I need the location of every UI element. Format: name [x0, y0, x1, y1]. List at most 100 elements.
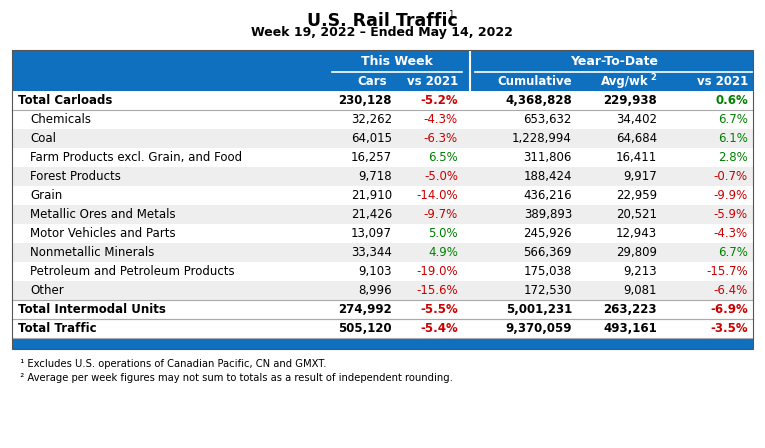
Text: -6.4%: -6.4% — [714, 284, 748, 297]
Text: Forest Products: Forest Products — [30, 170, 121, 183]
Bar — [12, 300, 753, 319]
Text: Other: Other — [30, 284, 63, 297]
Text: 230,128: 230,128 — [338, 94, 392, 107]
Bar — [12, 224, 753, 243]
Text: -3.5%: -3.5% — [711, 322, 748, 335]
Text: Total Carloads: Total Carloads — [18, 94, 112, 107]
Text: 34,402: 34,402 — [616, 113, 657, 126]
Text: Avg/wk: Avg/wk — [601, 75, 649, 88]
Text: 2: 2 — [650, 73, 656, 82]
Bar — [12, 91, 753, 110]
Text: 274,992: 274,992 — [338, 303, 392, 316]
Text: -9.7%: -9.7% — [424, 208, 458, 221]
Text: 4,368,828: 4,368,828 — [505, 94, 572, 107]
Text: 6.7%: 6.7% — [718, 113, 748, 126]
Text: vs 2021: vs 2021 — [407, 75, 458, 88]
Text: 16,411: 16,411 — [616, 151, 657, 164]
Text: -4.3%: -4.3% — [424, 113, 458, 126]
Text: 21,426: 21,426 — [350, 208, 392, 221]
Text: 4.9%: 4.9% — [428, 246, 458, 259]
Text: vs 2021: vs 2021 — [697, 75, 748, 88]
Text: 9,370,059: 9,370,059 — [506, 322, 572, 335]
Text: -0.7%: -0.7% — [714, 170, 748, 183]
Text: 9,103: 9,103 — [359, 265, 392, 278]
Bar — [12, 50, 753, 349]
Text: 9,718: 9,718 — [358, 170, 392, 183]
Bar — [12, 338, 753, 349]
Text: 64,015: 64,015 — [351, 132, 392, 145]
Text: $^1$: $^1$ — [448, 10, 455, 23]
Text: -19.0%: -19.0% — [416, 265, 458, 278]
Text: 12,943: 12,943 — [616, 227, 657, 240]
Text: 21,910: 21,910 — [351, 189, 392, 202]
Text: 22,959: 22,959 — [616, 189, 657, 202]
Text: Chemicals: Chemicals — [30, 113, 91, 126]
Text: 653,632: 653,632 — [523, 113, 572, 126]
Text: 13,097: 13,097 — [351, 227, 392, 240]
Text: -6.9%: -6.9% — [710, 303, 748, 316]
Text: Nonmetallic Minerals: Nonmetallic Minerals — [30, 246, 155, 259]
Text: 8,996: 8,996 — [358, 284, 392, 297]
Text: 172,530: 172,530 — [523, 284, 572, 297]
Bar — [12, 167, 753, 186]
Text: Metallic Ores and Metals: Metallic Ores and Metals — [30, 208, 176, 221]
Text: -5.2%: -5.2% — [421, 94, 458, 107]
Text: Coal: Coal — [30, 132, 56, 145]
Text: 64,684: 64,684 — [616, 132, 657, 145]
Text: 245,926: 245,926 — [523, 227, 572, 240]
Text: 6.5%: 6.5% — [428, 151, 458, 164]
Text: -5.0%: -5.0% — [424, 170, 458, 183]
Text: 9,213: 9,213 — [623, 265, 657, 278]
Text: 20,521: 20,521 — [616, 208, 657, 221]
Text: 175,038: 175,038 — [524, 265, 572, 278]
Text: 229,938: 229,938 — [604, 94, 657, 107]
Bar — [12, 243, 753, 262]
Text: ¹ Excludes U.S. operations of Canadian Pacific, CN and GMXT.: ¹ Excludes U.S. operations of Canadian P… — [14, 359, 327, 369]
Bar — [12, 319, 753, 338]
Bar — [12, 262, 753, 281]
Text: -9.9%: -9.9% — [714, 189, 748, 202]
Text: 436,216: 436,216 — [523, 189, 572, 202]
Text: -5.4%: -5.4% — [420, 322, 458, 335]
Bar — [12, 110, 753, 129]
Text: 16,257: 16,257 — [351, 151, 392, 164]
Text: 188,424: 188,424 — [523, 170, 572, 183]
Text: This Week: This Week — [361, 55, 433, 68]
Text: Total Intermodal Units: Total Intermodal Units — [18, 303, 166, 316]
Text: 389,893: 389,893 — [524, 208, 572, 221]
Bar — [12, 148, 753, 167]
Text: 0.6%: 0.6% — [715, 94, 748, 107]
Text: 311,806: 311,806 — [523, 151, 572, 164]
Text: Week 19, 2022 – Ended May 14, 2022: Week 19, 2022 – Ended May 14, 2022 — [251, 26, 513, 39]
Text: Farm Products excl. Grain, and Food: Farm Products excl. Grain, and Food — [30, 151, 243, 164]
Text: Year-To-Date: Year-To-Date — [570, 55, 658, 68]
Text: -5.5%: -5.5% — [420, 303, 458, 316]
Text: -4.3%: -4.3% — [714, 227, 748, 240]
Text: 263,223: 263,223 — [604, 303, 657, 316]
Text: 33,344: 33,344 — [351, 246, 392, 259]
Text: 32,262: 32,262 — [351, 113, 392, 126]
Bar — [12, 205, 753, 224]
Text: -5.9%: -5.9% — [714, 208, 748, 221]
Text: 9,917: 9,917 — [623, 170, 657, 183]
Text: -15.6%: -15.6% — [416, 284, 458, 297]
Text: 2.8%: 2.8% — [718, 151, 748, 164]
Text: 6.1%: 6.1% — [718, 132, 748, 145]
Text: 505,120: 505,120 — [338, 322, 392, 335]
Text: Cumulative: Cumulative — [497, 75, 572, 88]
Text: 566,369: 566,369 — [523, 246, 572, 259]
Text: 1,228,994: 1,228,994 — [512, 132, 572, 145]
Text: Cars: Cars — [357, 75, 387, 88]
Text: -14.0%: -14.0% — [416, 189, 458, 202]
Text: -6.3%: -6.3% — [424, 132, 458, 145]
Text: ² Average per week figures may not sum to totals as a result of independent roun: ² Average per week figures may not sum t… — [14, 373, 453, 383]
Bar — [12, 129, 753, 148]
Text: 493,161: 493,161 — [604, 322, 657, 335]
Text: Total Traffic: Total Traffic — [18, 322, 96, 335]
Text: Motor Vehicles and Parts: Motor Vehicles and Parts — [30, 227, 176, 240]
Bar — [12, 186, 753, 205]
Bar — [12, 281, 753, 300]
Text: Grain: Grain — [30, 189, 62, 202]
Text: 9,081: 9,081 — [623, 284, 657, 297]
Bar — [12, 50, 753, 91]
